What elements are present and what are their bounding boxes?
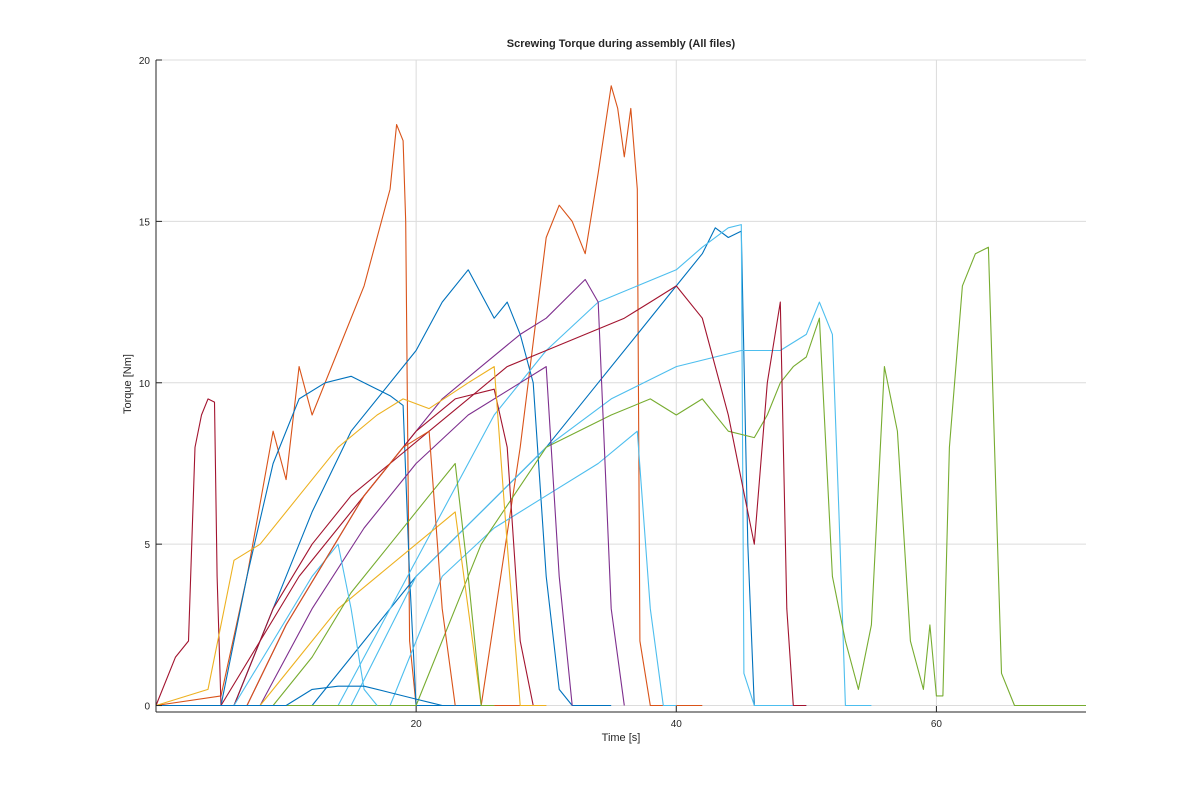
series-line-9 <box>156 430 677 707</box>
series-line-20 <box>156 685 443 707</box>
y-tick-label: 20 <box>139 56 151 67</box>
x-tick-label: 40 <box>671 719 683 730</box>
x-tick-label: 60 <box>931 719 943 730</box>
axes <box>155 60 1086 713</box>
series-line-3 <box>155 398 287 707</box>
y-tick-label: 15 <box>139 217 151 228</box>
y-axis-label: Torque [Nm] <box>122 354 134 414</box>
plot-lines <box>155 85 1086 707</box>
series-line-7 <box>156 224 807 707</box>
y-tick-label: 10 <box>139 379 151 390</box>
series-line-13 <box>156 285 807 707</box>
series-line-17 <box>156 462 495 707</box>
series-line-5 <box>156 269 612 707</box>
series-line-19 <box>156 430 456 707</box>
series-line-12 <box>156 366 573 707</box>
chart-title: Screwing Torque during assembly (All fil… <box>507 38 736 50</box>
series-line-10 <box>156 246 1086 707</box>
y-tick-label: 5 <box>144 540 150 551</box>
series-line-2 <box>156 85 703 707</box>
series-line-4 <box>156 375 482 707</box>
series-line-16 <box>156 511 495 707</box>
x-tick-label: 20 <box>411 719 423 730</box>
series-line-15 <box>155 366 547 707</box>
y-tick-label: 0 <box>144 702 150 713</box>
ticks: 20 40 60 0 5 10 15 20 <box>139 56 943 730</box>
x-axis-label: Time [s] <box>602 732 641 744</box>
